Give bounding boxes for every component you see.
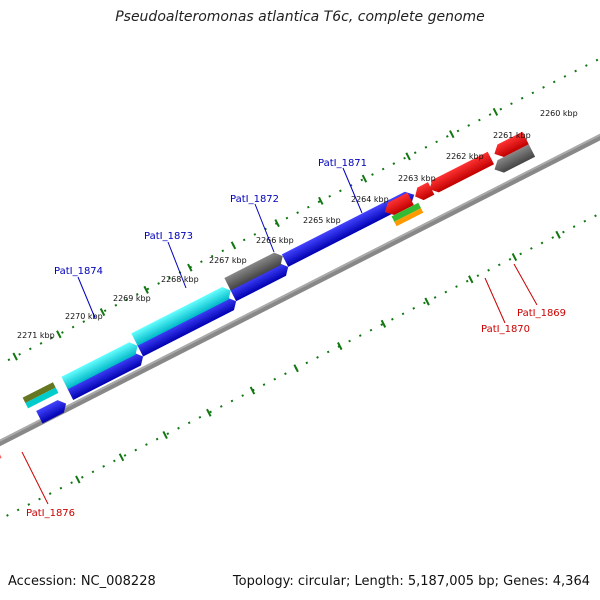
accession-text: Accession: NC_008228 (8, 574, 156, 589)
gene-label-patl-1872[interactable]: PatI_1872 (230, 194, 279, 205)
scale-label-2271: 2271 kbp (17, 331, 55, 340)
scale-label-2270: 2270 kbp (65, 312, 103, 321)
gene-patl-1870-green[interactable] (391, 202, 422, 222)
scale-label-2261: 2261 kbp (493, 131, 531, 140)
genome-summary-text: Topology: circular; Length: 5,187,005 bp… (232, 574, 590, 589)
gene-label-patl-1874[interactable]: PatI_1874 (54, 266, 103, 277)
gene-red-1[interactable] (426, 151, 495, 196)
gene-patl-1869[interactable] (382, 192, 414, 219)
gene-red-3[interactable] (491, 131, 529, 160)
gene-cyan-2[interactable] (61, 340, 140, 390)
scale-labels: 2260 kbp 2261 kbp 2262 kbp 2263 kbp 2264… (17, 109, 578, 340)
major-ticks (12, 107, 561, 484)
gene-patl-1870-orange[interactable] (394, 208, 424, 227)
gene-gray-1[interactable] (224, 250, 286, 291)
gene-label-patl-1869[interactable]: PatI_1869 (517, 308, 566, 319)
gene-pink[interactable] (0, 450, 2, 467)
scale-label-2268: 2268 kbp (161, 275, 199, 284)
scale-label-2263: 2263 kbp (398, 174, 436, 183)
gene-labels: PatI_1871 PatI_1872 PatI_1873 PatI_1874 … (26, 158, 566, 519)
scale-label-2267: 2267 kbp (209, 256, 247, 265)
scale-label-2269: 2269 kbp (113, 294, 151, 303)
gene-label-patl-1873[interactable]: PatI_1873 (144, 231, 193, 242)
scale-label-2265: 2265 kbp (303, 216, 341, 225)
gene-label-patl-1870[interactable]: PatI_1870 (481, 324, 530, 335)
label-leaders (21, 167, 538, 505)
gene-patl-1872[interactable] (229, 261, 292, 302)
gene-patl-1871[interactable] (281, 189, 418, 267)
gene-patl-1874[interactable] (66, 350, 146, 400)
outer-scale-track (0, 45, 600, 411)
gene-olive[interactable] (22, 382, 56, 403)
scale-label-2262: 2262 kbp (446, 152, 484, 161)
gene-cyan-1[interactable] (131, 284, 234, 346)
scale-label-2264: 2264 kbp (351, 195, 389, 204)
genome-backbone (0, 105, 600, 475)
map-title: Pseudoalteromonas atlantica T6c, complet… (115, 9, 485, 25)
gene-label-patl-1871[interactable]: PatI_1871 (318, 158, 367, 169)
gene-patl-1873[interactable] (136, 295, 240, 357)
gene-gray-2[interactable] (491, 144, 536, 176)
inner-scale-track (0, 168, 600, 534)
scale-label-2266: 2266 kbp (256, 236, 294, 245)
gene-red-2[interactable] (412, 182, 435, 203)
scale-label-2260: 2260 kbp (540, 109, 578, 118)
gene-label-patl-1876[interactable]: PatI_1876 (26, 508, 75, 519)
gene-cyan-3[interactable] (25, 387, 59, 409)
genome-band (0, 45, 600, 534)
gene-blue-small[interactable] (36, 397, 69, 424)
